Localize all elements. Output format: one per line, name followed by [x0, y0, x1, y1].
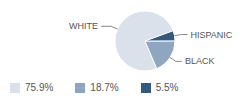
svg-text:BLACK: BLACK — [185, 56, 215, 66]
svg-text:WHITE: WHITE — [69, 21, 98, 31]
html-text:75.9%: 75.9% — [25, 82, 54, 93]
html-text:18.7%: 18.7% — [90, 82, 119, 93]
svg-text:HISPANIC: HISPANIC — [190, 30, 232, 40]
html-text:5.5%: 5.5% — [155, 82, 179, 93]
